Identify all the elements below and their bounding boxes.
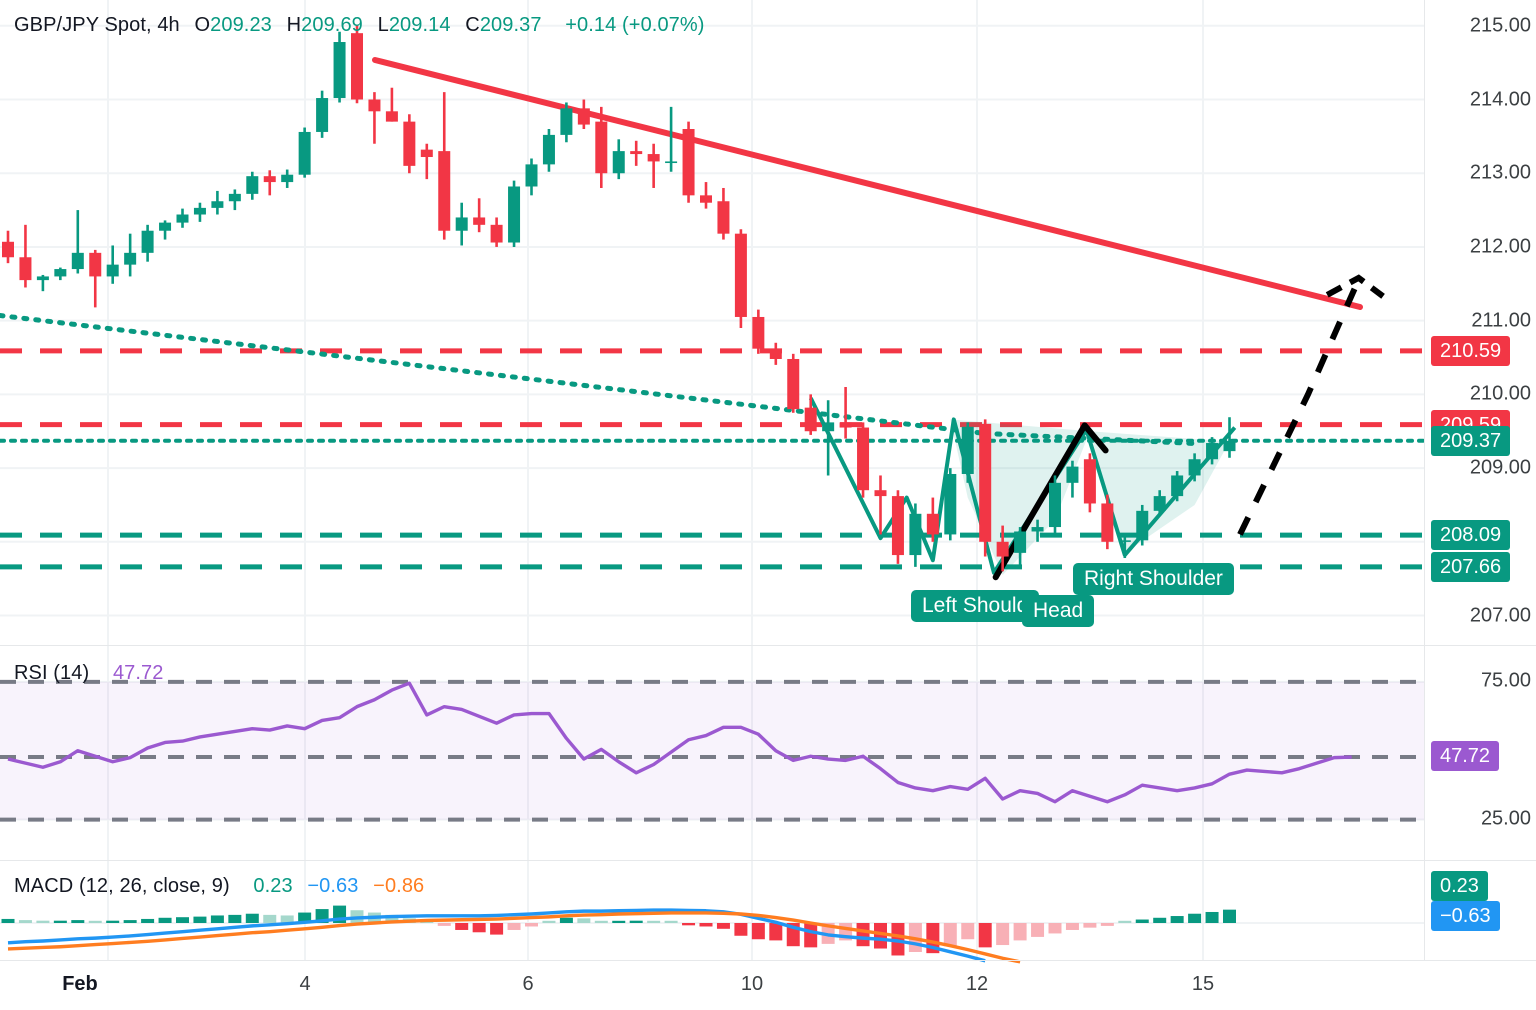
pattern-label-left-should: Left Should — [911, 590, 1040, 622]
symbol-label: GBP/JPY Spot, 4h — [14, 14, 180, 36]
rsi-tick: 25.00 — [1480, 807, 1531, 830]
price-badge[interactable]: 209.37 — [1431, 425, 1511, 456]
time-axis[interactable]: Feb 4 6 10 12 15 — [0, 960, 1536, 1010]
macd-plot — [0, 861, 1424, 964]
time-tick: 10 — [740, 973, 764, 995]
rsi-tick: 75.00 — [1480, 669, 1531, 692]
macd-signal-value: −0.86 — [373, 875, 425, 897]
low-value: 209.14 — [388, 14, 451, 36]
price-tick: 210.00 — [1469, 382, 1531, 405]
price-tick: 207.00 — [1469, 604, 1531, 626]
rsi-legend: RSI (14) 47.72 — [14, 662, 164, 685]
macd-name: MACD (12, 26, close, 9) — [14, 875, 230, 897]
price-tick: 214.00 — [1469, 88, 1531, 110]
time-tick: 12 — [965, 973, 989, 995]
high-key: H — [286, 14, 302, 36]
price-badge[interactable]: 208.09 — [1431, 520, 1511, 551]
price-legend: GBP/JPY Spot, 4h O209.23 H209.69 L209.14… — [14, 14, 705, 37]
macd-hist-value: 0.23 — [253, 875, 293, 897]
price-tick: 209.00 — [1469, 456, 1531, 479]
price-tick: 212.00 — [1469, 235, 1531, 258]
time-tick: 15 — [1191, 973, 1215, 995]
rsi-value: 47.72 — [112, 662, 164, 684]
macd-line-value: −0.63 — [307, 875, 359, 897]
macd-legend: MACD (12, 26, close, 9) 0.23 −0.63 −0.86 — [14, 875, 424, 898]
pattern-label-right-shoulder: Right Shoulder — [1073, 563, 1234, 595]
rsi-plot — [0, 646, 1424, 861]
macd-badge[interactable]: −0.63 — [1431, 901, 1500, 931]
macd-pane[interactable]: MACD (12, 26, close, 9) 0.23 −0.63 −0.86 — [0, 860, 1536, 964]
price-tick: 211.00 — [1471, 309, 1531, 332]
value-axis[interactable]: 215.00 214.00 213.00 212.00 211.00 210.00 209.… — [1424, 0, 1536, 960]
price-tick: 213.00 — [1469, 161, 1531, 184]
low-key: L — [377, 14, 389, 36]
rsi-name: RSI (14) — [14, 662, 90, 684]
price-badge[interactable]: 210.59 — [1431, 335, 1511, 366]
time-tick: 4 — [299, 973, 311, 995]
price-pane[interactable]: GBP/JPY Spot, 4h O209.23 H209.69 L209.14… — [0, 0, 1536, 645]
price-badge[interactable]: 207.66 — [1431, 551, 1511, 582]
close-key: C — [465, 14, 480, 36]
time-tick: 6 — [522, 973, 534, 995]
high-value: 209.69 — [301, 14, 363, 36]
open-value: 209.23 — [210, 14, 272, 36]
price-tick: 215.00 — [1469, 14, 1531, 37]
pattern-label-head: Head — [1022, 595, 1095, 627]
open-key: O — [194, 14, 211, 36]
rsi-badge[interactable]: 47.72 — [1431, 741, 1500, 772]
close-value: 209.37 — [479, 14, 542, 36]
rsi-pane[interactable]: RSI (14) 47.72 — [0, 645, 1536, 861]
time-tick: Feb — [62, 973, 98, 995]
price-plot — [0, 0, 1426, 645]
macd-badge[interactable]: 0.23 — [1431, 871, 1488, 901]
change-value: +0.14 (+0.07%) — [565, 14, 705, 36]
